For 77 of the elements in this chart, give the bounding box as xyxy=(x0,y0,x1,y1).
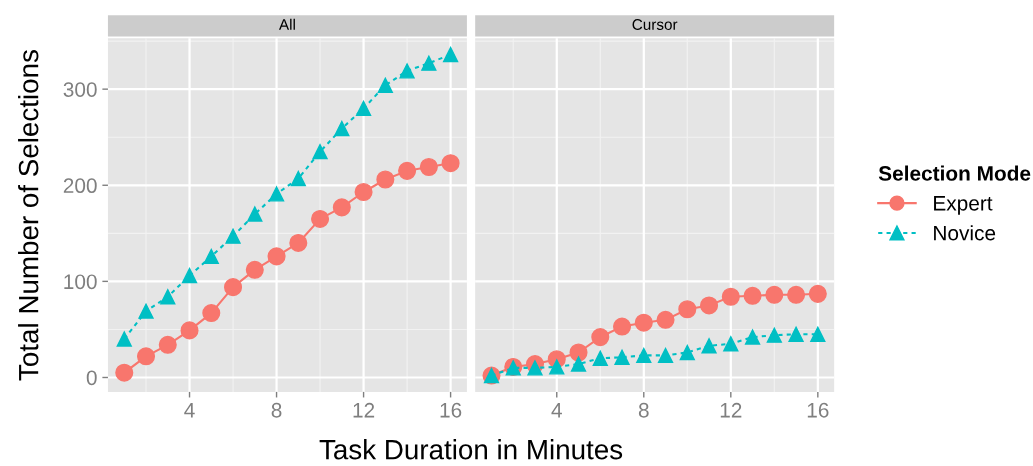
point xyxy=(442,46,459,63)
point xyxy=(766,327,782,343)
point xyxy=(569,343,588,362)
point xyxy=(744,329,761,345)
point xyxy=(225,228,241,244)
chart-title: Cursor xyxy=(632,19,678,30)
point xyxy=(138,303,154,319)
point xyxy=(613,317,632,336)
legend-title: Selection Mode xyxy=(878,165,1031,181)
x-tick-label: 4 xyxy=(184,403,195,418)
x-tick-label: 12 xyxy=(353,402,375,418)
point xyxy=(787,285,806,304)
point xyxy=(355,100,372,117)
point xyxy=(656,310,675,329)
point xyxy=(311,209,330,228)
point xyxy=(570,356,587,372)
y-axis-title: Total Number of Selections xyxy=(18,50,39,381)
legend-label: Expert xyxy=(934,196,993,215)
point xyxy=(354,182,373,202)
point xyxy=(267,247,286,266)
x-tick-label: 8 xyxy=(638,402,649,418)
point xyxy=(332,198,351,217)
chart-title: All xyxy=(278,18,295,30)
point xyxy=(290,170,306,187)
point xyxy=(657,347,674,364)
point xyxy=(808,284,827,303)
point xyxy=(700,296,719,315)
y-tick-label: 300 xyxy=(63,82,97,97)
point xyxy=(245,260,264,279)
x-tick-label: 4 xyxy=(551,403,562,418)
point xyxy=(289,233,308,252)
point xyxy=(268,186,285,202)
point xyxy=(158,335,177,354)
point xyxy=(527,360,543,376)
point xyxy=(634,313,653,332)
x-tick-label: 16 xyxy=(440,402,462,418)
point xyxy=(810,326,826,342)
point xyxy=(591,328,610,347)
point xyxy=(721,287,740,306)
y-tick-label: 0 xyxy=(86,370,97,386)
point xyxy=(160,289,176,305)
point xyxy=(419,157,438,177)
point xyxy=(421,55,437,71)
point xyxy=(678,300,697,319)
point xyxy=(136,347,156,366)
point xyxy=(765,285,784,304)
point xyxy=(723,336,739,352)
point xyxy=(701,338,717,354)
point xyxy=(549,359,565,375)
point xyxy=(788,326,804,342)
point xyxy=(312,143,328,160)
point xyxy=(180,321,199,340)
legend-label: Novice xyxy=(934,225,996,241)
point xyxy=(334,120,350,137)
point xyxy=(203,248,219,265)
point xyxy=(247,206,263,222)
point xyxy=(202,304,221,323)
point xyxy=(743,286,762,305)
point xyxy=(592,350,608,366)
x-tick-label: 16 xyxy=(807,402,829,418)
y-tick-label: 100 xyxy=(64,274,97,290)
point xyxy=(376,170,395,189)
x-axis-title: Task Duration in Minutes xyxy=(319,439,623,460)
point xyxy=(224,278,243,297)
x-tick-label: 8 xyxy=(271,402,282,418)
point xyxy=(679,344,695,361)
point xyxy=(636,347,652,364)
point xyxy=(441,154,460,173)
point xyxy=(377,77,393,93)
point xyxy=(398,161,417,180)
point xyxy=(614,349,630,365)
point xyxy=(399,63,415,79)
point xyxy=(115,363,134,382)
x-tick-label: 12 xyxy=(720,402,742,418)
point xyxy=(116,331,132,347)
point xyxy=(181,267,198,284)
y-tick-label: 200 xyxy=(63,178,97,194)
